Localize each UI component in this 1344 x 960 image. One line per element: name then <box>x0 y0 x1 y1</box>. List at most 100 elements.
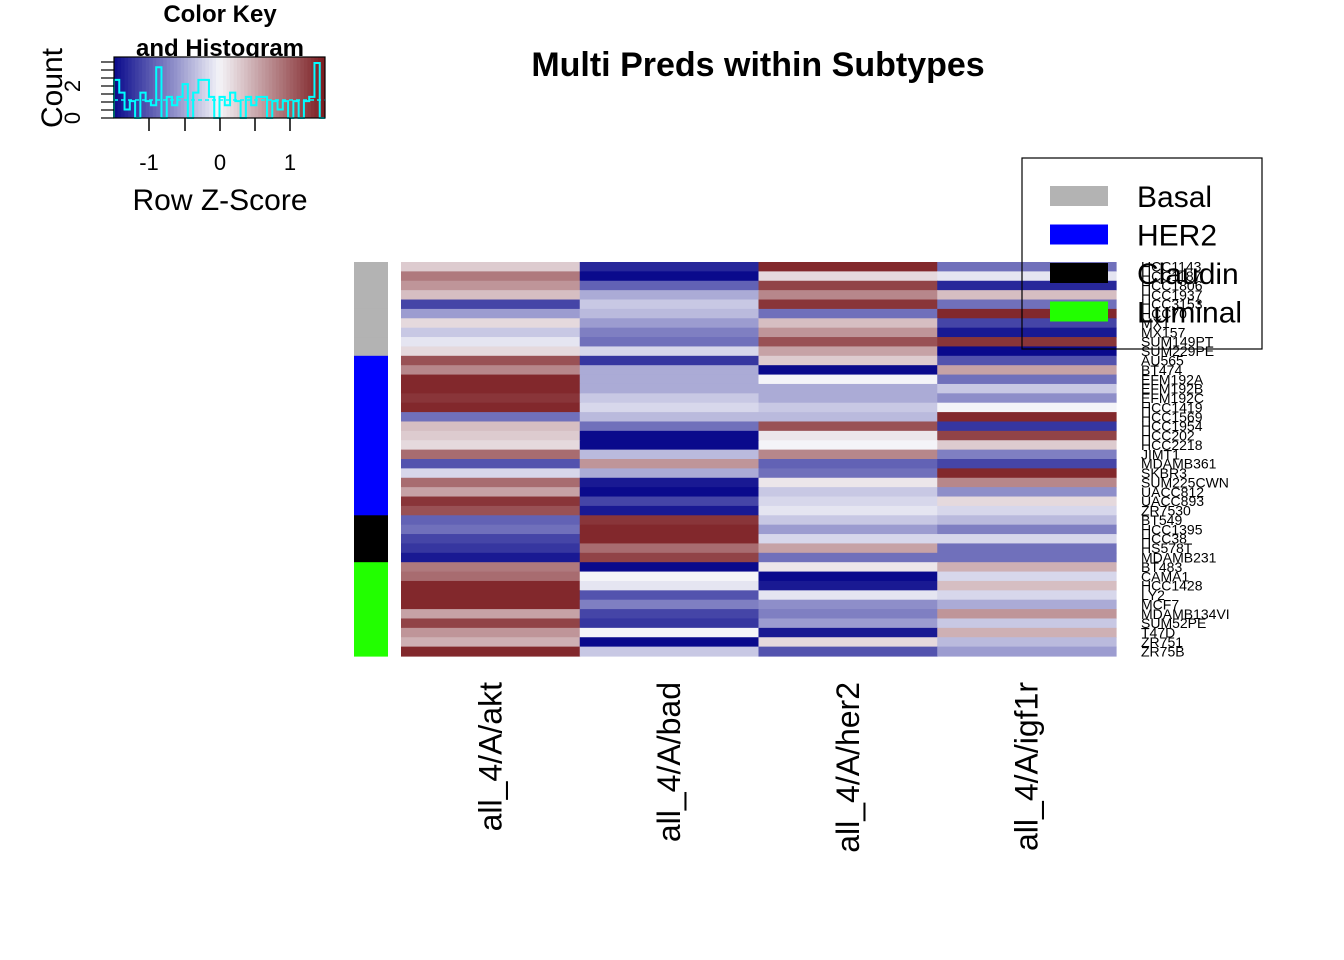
subtype-bar-cell <box>354 534 388 545</box>
row-label: HCC3153 <box>1141 296 1203 312</box>
legend-swatch <box>1050 301 1108 322</box>
heatmap-cell <box>937 637 1117 648</box>
color-key-step <box>177 57 182 118</box>
color-key-step <box>279 57 284 118</box>
heatmap-cell <box>401 543 581 554</box>
heatmap-cell <box>401 393 581 404</box>
color-key-step <box>166 57 171 118</box>
heatmap-cell <box>401 365 581 376</box>
heatmap-cell <box>937 271 1117 282</box>
subtype-bar-cell <box>354 421 388 432</box>
row-label: BT474 <box>1141 362 1182 378</box>
subtype-bar-cell <box>354 308 388 319</box>
subtype-bar-cell <box>354 505 388 516</box>
color-key-step <box>268 57 273 118</box>
subtype-bar-cell <box>354 571 388 582</box>
row-label: EFM192B <box>1141 381 1203 397</box>
heatmap-cell <box>937 374 1117 385</box>
heatmap-cell <box>758 402 938 413</box>
row-label: SUM149PT <box>1141 334 1214 350</box>
heatmap-cell <box>758 562 938 573</box>
row-label: SUM52PE <box>1141 615 1206 631</box>
subtype-bar-cell <box>354 383 388 394</box>
heatmap-cell <box>579 299 760 310</box>
row-label: HCC70 <box>1141 306 1187 322</box>
color-key-step <box>205 57 210 118</box>
subtype-legend: Basal HER2 Claudin Luminal <box>1021 157 1263 350</box>
heatmap-cell <box>579 505 760 516</box>
heatmap-cell <box>401 609 581 620</box>
heatmap-cell <box>758 440 938 451</box>
subtype-bar-cell <box>354 562 388 573</box>
heatmap-cell <box>579 421 760 432</box>
color-key-step <box>170 57 175 118</box>
heatmap-cell <box>758 487 938 498</box>
heatmap-cell <box>579 308 760 319</box>
color-key-x-axis <box>148 117 291 131</box>
row-label: AU565 <box>1141 353 1184 369</box>
heatmap-cell <box>401 552 581 563</box>
heatmap-cell <box>758 449 938 460</box>
heatmap-cell <box>758 355 938 366</box>
heatmap-cell <box>758 627 938 638</box>
heatmap-cell <box>937 430 1117 441</box>
heatmap-cell <box>579 402 760 413</box>
heatmap-cell <box>579 412 760 423</box>
legend-label: Claudin <box>1137 258 1239 291</box>
row-labels: HCC1143HCC1187HCC1806HCC1937HCC3153HCC70… <box>1141 259 1230 660</box>
color-key-ylabel: Count <box>36 47 69 128</box>
color-key-title-line1: Color Key <box>163 1 277 28</box>
heatmap-cell <box>758 637 938 648</box>
color-key-xtick: -1 <box>139 150 159 175</box>
subtype-bar-cell <box>354 412 388 423</box>
heatmap-cell <box>579 609 760 620</box>
subtype-bar-cell <box>354 440 388 451</box>
heatmap-cell <box>579 440 760 451</box>
heatmap-cell <box>937 534 1117 545</box>
heatmap-cell <box>401 327 581 338</box>
heatmap-cell <box>758 496 938 507</box>
heatmap-cell <box>937 468 1117 479</box>
color-key-step <box>201 57 206 118</box>
heatmap-cell <box>401 280 581 291</box>
color-key-step <box>226 57 231 118</box>
heatmap-cell <box>401 449 581 460</box>
row-label: HCC1954 <box>1141 418 1203 434</box>
color-key-step <box>149 57 154 118</box>
legend-label: Basal <box>1137 181 1212 214</box>
column-label: all_4/A/akt <box>472 682 508 832</box>
heatmap-cell <box>401 346 581 357</box>
heatmap-cell <box>758 421 938 432</box>
heatmap-cell <box>579 618 760 629</box>
color-key-step <box>208 57 213 118</box>
heatmap-cell <box>401 290 581 301</box>
heatmap-cell <box>579 327 760 338</box>
subtype-bar-cell <box>354 618 388 629</box>
heatmap-cell <box>937 487 1117 498</box>
color-key-step <box>258 57 263 118</box>
row-label: MDAMB231 <box>1141 550 1217 566</box>
row-label: EFM192A <box>1141 371 1204 387</box>
color-key-step <box>321 57 326 118</box>
color-key-step <box>187 57 192 118</box>
subtype-bar-cell <box>354 646 388 657</box>
heatmap-cell <box>937 590 1117 601</box>
row-label: ZR751 <box>1141 634 1183 650</box>
heatmap-cell <box>401 421 581 432</box>
heatmap-cell <box>401 412 581 423</box>
legend-label: Luminal <box>1137 297 1242 330</box>
heatmap-cell <box>758 646 938 657</box>
row-label: SUM225CWN <box>1141 474 1229 490</box>
color-key-step <box>307 57 312 118</box>
heatmap-cell <box>758 299 938 310</box>
subtype-bar-cell <box>354 262 388 272</box>
color-key-xtick: 0 <box>214 150 226 175</box>
heatmap-cell <box>937 346 1117 357</box>
color-key-step <box>156 57 161 118</box>
color-key-step <box>314 57 319 118</box>
subtype-bar-cell <box>354 487 388 498</box>
heatmap-cell <box>758 534 938 545</box>
color-key-step <box>114 57 119 118</box>
color-key-step <box>244 57 249 118</box>
subtype-bar-cell <box>354 374 388 385</box>
